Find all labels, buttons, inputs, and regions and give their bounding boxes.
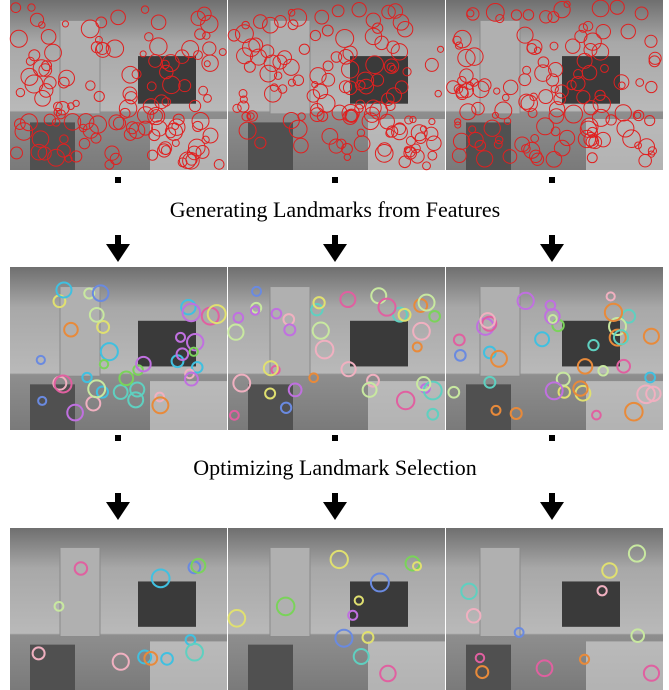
arrow-head — [323, 502, 347, 520]
connector-dot — [549, 435, 555, 441]
desk — [150, 381, 227, 430]
arrow-shaft — [115, 493, 121, 503]
connector-dot — [332, 177, 338, 183]
desk — [150, 641, 227, 690]
door — [270, 20, 310, 114]
door — [480, 287, 520, 377]
arrow-shaft — [549, 235, 555, 245]
arrow-shaft — [115, 235, 121, 245]
desk — [368, 381, 445, 430]
monitor — [350, 56, 408, 104]
arrow-shaft — [332, 493, 338, 503]
arrow-shaft — [332, 235, 338, 245]
monitor — [350, 321, 408, 367]
door — [480, 20, 520, 114]
arrow-head — [106, 244, 130, 262]
computer — [466, 122, 511, 170]
arrow-head — [540, 244, 564, 262]
image-panel — [446, 267, 663, 430]
figure: Generating Landmarks from Features Optim… — [0, 0, 669, 690]
monitor — [138, 581, 196, 626]
image-panel — [446, 528, 663, 690]
door — [60, 20, 100, 114]
door — [60, 547, 100, 636]
computer — [466, 645, 511, 690]
computer — [248, 122, 293, 170]
arrow-head — [323, 244, 347, 262]
computer — [248, 645, 293, 690]
arrow-shaft — [549, 493, 555, 503]
image-panel — [10, 528, 227, 690]
image-panels — [10, 0, 663, 690]
step-label: Generating Landmarks from Features — [170, 197, 501, 222]
computer — [248, 384, 293, 430]
arrow-head — [540, 502, 564, 520]
door — [270, 547, 310, 636]
arrow-head — [106, 502, 130, 520]
connector-dot — [549, 177, 555, 183]
door — [480, 547, 520, 636]
computer — [466, 384, 511, 430]
computer — [30, 645, 75, 690]
step-label: Optimizing Landmark Selection — [193, 455, 477, 480]
connector-dot — [332, 435, 338, 441]
connector-dot — [115, 435, 121, 441]
connector-dot — [115, 177, 121, 183]
desk — [368, 641, 445, 690]
monitor — [562, 581, 620, 626]
